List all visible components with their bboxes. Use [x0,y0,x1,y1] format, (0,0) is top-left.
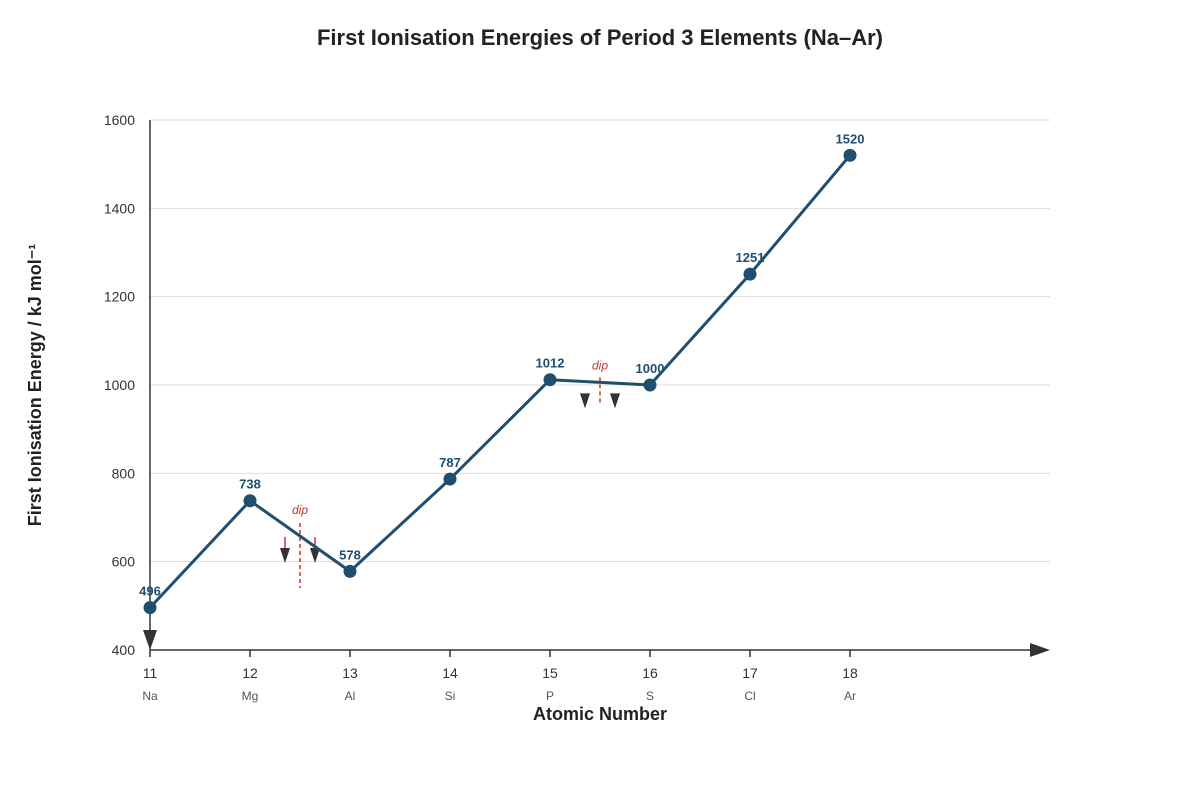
data-label-p: 1012 [536,356,565,371]
chart-title: First Ionisation Energies of Period 3 El… [317,25,883,50]
element-symbol-p: P [546,689,554,703]
dip-arrowhead-2-2 [610,393,620,409]
data-label-ar: 1520 [836,131,865,146]
element-symbol-ar: Ar [844,689,856,703]
dip-arrowhead-1-2 [310,548,320,564]
data-point-mg [243,494,257,508]
y-axis-label: First Ionisation Energy / kJ mol⁻¹ [25,244,45,527]
x-axis-label: Atomic Number [533,704,667,724]
y-tick-label-1400: 1400 [104,200,135,216]
y-tick-label-1000: 1000 [104,377,135,393]
data-label-na: 496 [139,584,161,599]
data-label-si: 787 [439,455,461,470]
dip-annotation-label-1: dip [292,503,308,517]
x-tick-label-15: 15 [542,665,558,681]
series-ionisation-energy [143,148,857,615]
y-tick-label-400: 400 [112,642,136,658]
data-label-s: 1000 [636,361,665,376]
element-symbol-s: S [646,689,654,703]
element-symbol-si: Si [445,689,456,703]
dip-annotation-label-2: dip [592,358,608,372]
data-label-al: 578 [339,547,361,562]
x-tick-label-14: 14 [442,665,458,681]
element-symbol-mg: Mg [242,689,259,703]
x-tick-label-18: 18 [842,665,858,681]
element-symbol-al: Al [345,689,356,703]
data-point-cl [743,267,757,281]
y-axis-arrowhead [143,630,157,650]
x-tick-label-12: 12 [242,665,258,681]
data-label-cl: 1251 [736,250,765,265]
data-labels: 496 738 578 787 1012 1000 1251 1520 [139,131,864,598]
element-symbol-cl: Cl [744,689,755,703]
annotations: dip dip [280,358,620,589]
x-tick-label-17: 17 [742,665,758,681]
x-tick-label-13: 13 [342,665,358,681]
data-point-al [343,564,357,578]
y-tick-label-1200: 1200 [104,289,135,305]
x-axis-arrowhead [1030,643,1050,657]
data-point-s [643,378,657,392]
element-symbol-na: Na [142,689,158,703]
data-point-p [543,373,557,387]
data-point-na [143,601,157,615]
y-tick-label-600: 600 [112,554,136,570]
y-tick-label-1600: 1600 [104,112,135,128]
data-point-ar [843,148,857,162]
axes: 400 600 800 1000 1200 1400 1600 11 Na 12 Mg 13 Al 14 S… [104,112,1050,703]
data-label-mg: 738 [239,477,261,492]
dip-arrowhead-2-1 [580,393,590,409]
x-tick-label-16: 16 [642,665,658,681]
gridlines [150,119,1050,563]
y-tick-label-800: 800 [112,465,136,481]
series-line [148,154,852,609]
data-point-si [443,472,457,486]
dip-arrowhead-1-1 [280,548,290,564]
x-tick-label-11: 11 [143,665,158,681]
